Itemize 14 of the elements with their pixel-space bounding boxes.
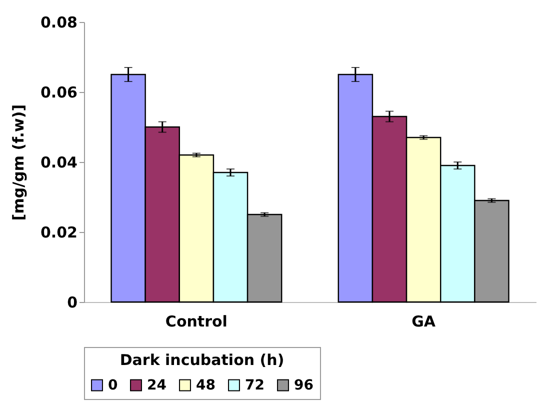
legend-label: 24	[147, 377, 167, 394]
legend-label: 72	[245, 377, 264, 394]
y-tick-label: 0	[67, 294, 78, 312]
legend-label: 0	[108, 377, 118, 394]
legend-title: Dark incubation (h)	[120, 351, 284, 369]
y-tick-label: 0.08	[40, 14, 78, 32]
legend-label: 48	[196, 377, 216, 394]
y-tick-label: 0.06	[40, 84, 78, 102]
y-tick-label: 0.04	[40, 154, 78, 172]
y-tick-label: 0.02	[40, 224, 78, 242]
y-axis-title: [mg/gm (f.w)]	[9, 104, 28, 221]
legend-label: 96	[294, 377, 314, 394]
x-tick-label: Control	[165, 312, 228, 330]
x-tick-label: GA	[412, 312, 436, 330]
